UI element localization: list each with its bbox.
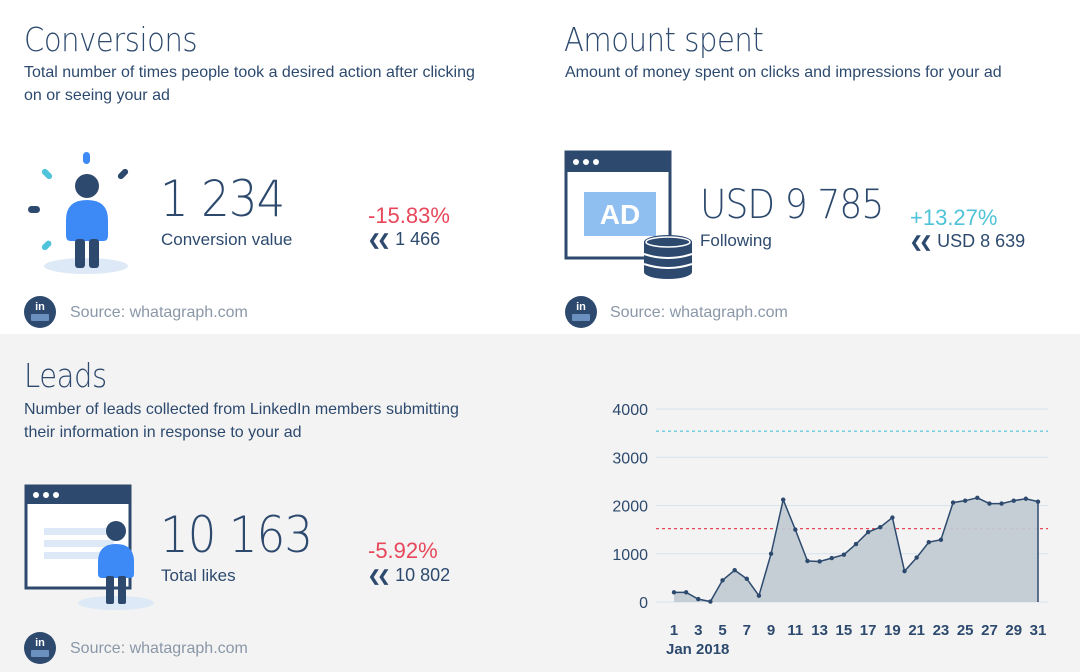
x-tick-label: 17	[860, 622, 877, 639]
data-point	[793, 527, 798, 532]
person-icon	[28, 152, 129, 274]
linkedin-ads-icon: in	[565, 296, 597, 328]
ad-browser-icon: AD	[564, 150, 693, 279]
data-point	[696, 596, 701, 602]
conversions-description: Total number of times people took a desi…	[24, 64, 475, 104]
linkedin-ads-icon: in	[24, 632, 56, 664]
data-point	[768, 551, 774, 556]
data-point	[708, 599, 713, 604]
leads-value: 10 163	[160, 506, 313, 564]
x-tick-label: 11	[787, 622, 803, 639]
data-point	[878, 525, 883, 530]
data-point	[999, 501, 1004, 506]
x-tick-label: 1	[670, 622, 678, 639]
data-point	[781, 497, 786, 502]
leads-description: Number of leads collected from LinkedIn …	[24, 401, 459, 441]
amount-spent-change: +13.27%	[910, 205, 998, 230]
data-point	[829, 555, 834, 561]
rewind-icon: ❮❮	[368, 232, 390, 249]
x-tick-label: 23	[933, 622, 950, 639]
data-point	[756, 593, 762, 598]
data-point	[963, 498, 968, 503]
x-tick-label: 27	[981, 622, 998, 639]
data-point	[950, 500, 956, 505]
y-tick-label: 4000	[612, 402, 648, 419]
data-point	[926, 539, 931, 545]
x-axis-label: Jan 2018	[666, 641, 729, 658]
leads-panel-background	[0, 334, 1080, 672]
amount-spent-previous-value: USD 8 639	[937, 231, 1026, 251]
amount-spent-title: Amount spent	[564, 20, 764, 59]
x-tick-label: 15	[836, 622, 853, 639]
x-tick-label: 3	[694, 622, 702, 639]
leads-value-label: Total likes	[161, 566, 236, 585]
x-tick-label: 5	[718, 622, 726, 639]
x-tick-label: 25	[957, 622, 974, 639]
conversions-previous-value: 1 466	[395, 229, 441, 249]
data-point	[865, 529, 871, 535]
data-point	[683, 590, 689, 595]
conversions-value-label: Conversion value	[161, 230, 293, 249]
amount-spent-source: Source: whatagraph.com	[610, 304, 788, 321]
leads-previous: ❮❮ 10 802	[368, 565, 450, 586]
x-tick-label: 9	[767, 622, 775, 639]
amount-spent-value-label: Following	[700, 231, 772, 250]
data-point	[1011, 498, 1016, 503]
ad-label: AD	[600, 199, 640, 230]
x-tick-label: 31	[1030, 622, 1047, 639]
rewind-icon: ❮❮	[910, 234, 932, 251]
x-tick-label: 29	[1005, 622, 1022, 639]
amount-spent-previous: ❮❮ USD 8 639	[910, 231, 1025, 252]
data-point	[1035, 499, 1041, 504]
leads-source: Source: whatagraph.com	[70, 640, 248, 657]
data-point	[853, 541, 859, 547]
leads-change: -5.92%	[368, 538, 438, 563]
amount-spent-description: Amount of money spent on clicks and impr…	[565, 64, 1002, 81]
series-area	[674, 497, 1038, 602]
leads-title: Leads	[24, 356, 107, 395]
y-tick-label: 1000	[612, 547, 648, 564]
conversions-previous: ❮❮ 1 466	[368, 229, 440, 250]
data-point	[975, 495, 980, 500]
conversions-source: Source: whatagraph.com	[70, 304, 248, 321]
y-tick-label: 3000	[612, 450, 648, 467]
data-point	[817, 559, 822, 564]
data-point	[805, 558, 810, 564]
data-point	[938, 537, 944, 542]
data-point	[914, 555, 919, 560]
data-point	[890, 515, 895, 520]
data-point	[732, 567, 737, 573]
y-tick-label: 2000	[612, 499, 648, 516]
data-point	[987, 501, 992, 506]
data-point	[841, 552, 847, 557]
amount-spent-value: USD 9 785	[700, 182, 884, 228]
rewind-icon: ❮❮	[368, 568, 390, 585]
data-point	[1023, 496, 1029, 501]
x-tick-label: 13	[811, 622, 828, 639]
data-point	[744, 576, 749, 582]
conversions-change: -15.83%	[368, 203, 450, 228]
data-point	[720, 578, 725, 583]
browser-person-icon	[24, 484, 154, 610]
leads-previous-value: 10 802	[395, 565, 451, 585]
x-tick-label: 21	[908, 622, 925, 639]
conversions-value: 1 234	[160, 170, 285, 228]
data-point	[902, 568, 907, 574]
data-point	[671, 590, 677, 595]
x-tick-label: 7	[743, 622, 751, 639]
linkedin-ads-icon: in	[24, 296, 56, 328]
y-tick-label: 0	[639, 595, 648, 612]
x-tick-label: 19	[884, 622, 901, 639]
conversions-title: Conversions	[24, 20, 198, 59]
